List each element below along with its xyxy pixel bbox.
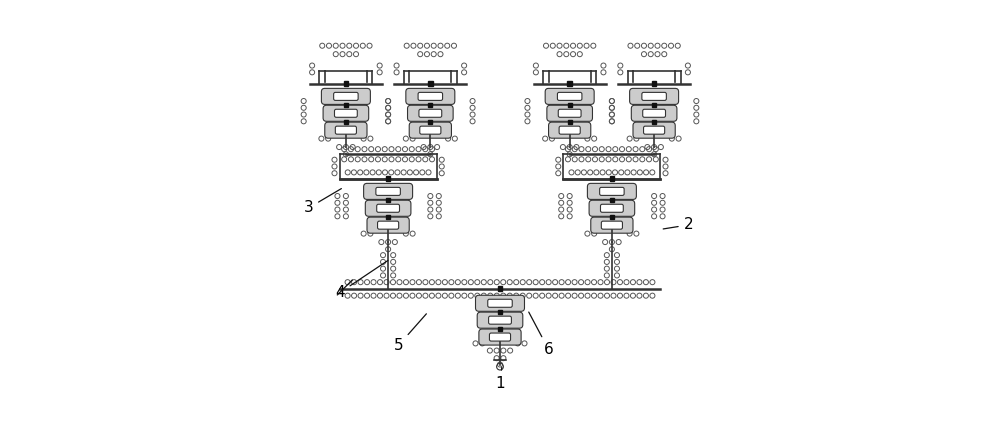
- FancyBboxPatch shape: [559, 126, 580, 134]
- FancyBboxPatch shape: [419, 109, 442, 117]
- FancyBboxPatch shape: [477, 312, 523, 328]
- FancyBboxPatch shape: [376, 187, 400, 196]
- Bar: [386, 198, 390, 202]
- FancyBboxPatch shape: [367, 217, 409, 233]
- FancyBboxPatch shape: [589, 200, 635, 216]
- FancyBboxPatch shape: [365, 200, 411, 216]
- FancyBboxPatch shape: [377, 204, 400, 212]
- Bar: [568, 119, 572, 124]
- FancyBboxPatch shape: [631, 105, 677, 121]
- FancyBboxPatch shape: [406, 88, 455, 105]
- FancyBboxPatch shape: [321, 88, 370, 105]
- Bar: [428, 82, 433, 86]
- FancyBboxPatch shape: [418, 92, 443, 100]
- FancyBboxPatch shape: [364, 183, 413, 199]
- Text: 6: 6: [529, 312, 553, 357]
- Bar: [652, 119, 656, 124]
- FancyBboxPatch shape: [587, 183, 636, 199]
- FancyBboxPatch shape: [334, 109, 357, 117]
- Bar: [498, 286, 502, 291]
- FancyBboxPatch shape: [378, 221, 399, 229]
- Bar: [428, 103, 432, 107]
- Bar: [386, 176, 390, 181]
- FancyBboxPatch shape: [545, 88, 594, 105]
- FancyBboxPatch shape: [630, 88, 679, 105]
- FancyBboxPatch shape: [489, 333, 511, 341]
- FancyBboxPatch shape: [488, 299, 512, 307]
- FancyBboxPatch shape: [633, 122, 675, 138]
- FancyBboxPatch shape: [642, 92, 666, 100]
- FancyBboxPatch shape: [643, 109, 666, 117]
- FancyBboxPatch shape: [644, 126, 665, 134]
- Text: 3: 3: [304, 189, 341, 215]
- FancyBboxPatch shape: [600, 204, 623, 212]
- FancyBboxPatch shape: [549, 122, 591, 138]
- Text: 4: 4: [335, 261, 388, 300]
- FancyBboxPatch shape: [601, 221, 622, 229]
- Bar: [344, 119, 348, 124]
- FancyBboxPatch shape: [325, 122, 367, 138]
- Bar: [652, 103, 656, 107]
- Bar: [567, 82, 572, 86]
- Text: 2: 2: [663, 218, 693, 232]
- FancyBboxPatch shape: [547, 105, 592, 121]
- FancyBboxPatch shape: [479, 329, 521, 345]
- FancyBboxPatch shape: [420, 126, 441, 134]
- FancyBboxPatch shape: [334, 92, 358, 100]
- FancyBboxPatch shape: [476, 295, 524, 311]
- Text: 5: 5: [394, 314, 426, 353]
- Bar: [344, 82, 348, 86]
- Bar: [610, 198, 614, 202]
- FancyBboxPatch shape: [489, 316, 511, 324]
- FancyBboxPatch shape: [408, 105, 453, 121]
- Bar: [344, 103, 348, 107]
- Bar: [610, 176, 614, 181]
- Text: 1: 1: [495, 367, 505, 391]
- FancyBboxPatch shape: [558, 109, 581, 117]
- FancyBboxPatch shape: [557, 92, 582, 100]
- Bar: [428, 119, 432, 124]
- FancyBboxPatch shape: [600, 187, 624, 196]
- Bar: [652, 82, 656, 86]
- Bar: [498, 309, 502, 314]
- FancyBboxPatch shape: [409, 122, 451, 138]
- FancyBboxPatch shape: [335, 126, 356, 134]
- Bar: [498, 326, 502, 331]
- FancyBboxPatch shape: [591, 217, 633, 233]
- Bar: [386, 215, 390, 219]
- Bar: [568, 103, 572, 107]
- FancyBboxPatch shape: [323, 105, 369, 121]
- Bar: [610, 215, 614, 219]
